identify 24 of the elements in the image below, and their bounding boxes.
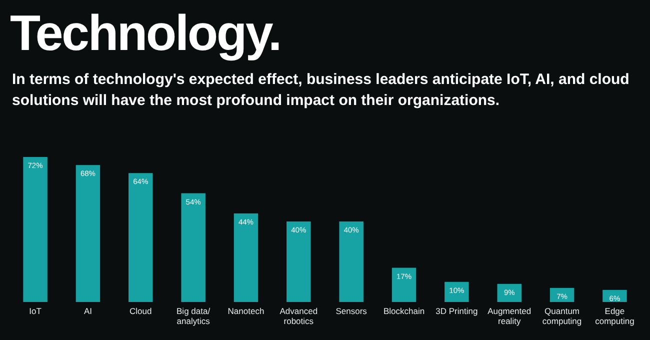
x-tick-label: AI (84, 306, 92, 316)
bar (23, 157, 48, 302)
x-tick-label: Big data/ analytics (176, 306, 211, 326)
bar (444, 282, 469, 302)
x-tick-label: Edge computing (595, 306, 635, 326)
x-tick-label: Sensors (336, 306, 367, 316)
x-tick-label: IoT (29, 306, 42, 316)
x-tick-label: Nanotech (228, 306, 264, 316)
bar (128, 173, 153, 302)
chart-subtitle: In terms of technology's expected effect, business leaders anticipate IoT, AI, and cloud solutions will have the most profound impact on their organizations. (12, 71, 630, 109)
bar (286, 221, 311, 302)
bar (339, 221, 364, 302)
x-tick-label: Quantum computing (542, 306, 582, 326)
x-tick-label: 3D Printing (436, 306, 478, 316)
bar (234, 213, 258, 302)
chart-title: Technology. (10, 5, 281, 61)
bar (181, 193, 206, 302)
bar (392, 268, 416, 302)
x-tick-label: Blockchain (383, 306, 425, 316)
x-tick-label: Advanced robotics (280, 306, 318, 326)
bar (497, 284, 522, 302)
x-tick-label: Cloud (130, 306, 152, 316)
bar (76, 165, 100, 302)
x-tick-label: Augmented reality (488, 306, 532, 326)
